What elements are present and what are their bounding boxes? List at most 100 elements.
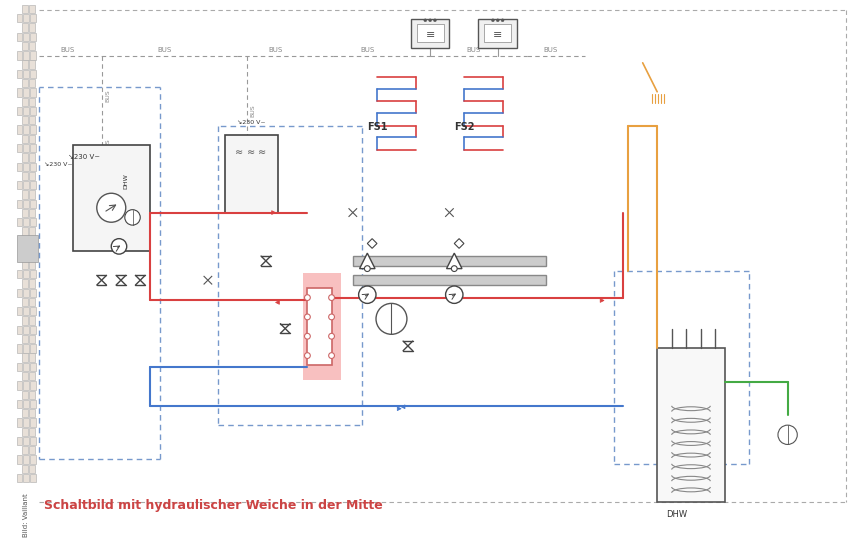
Bar [23,116,28,124]
Bar [16,289,23,297]
Bar [29,228,35,236]
Bar [479,20,517,48]
Text: BUS: BUS [157,47,172,53]
Bar [16,70,23,78]
Bar [30,162,36,171]
Bar [23,280,28,288]
Circle shape [446,286,463,304]
Bar [23,162,29,171]
Circle shape [376,304,407,334]
Text: BUS: BUS [106,90,110,103]
Circle shape [329,295,335,300]
Polygon shape [447,253,462,269]
Bar [23,98,28,106]
Bar [23,144,29,152]
Bar [16,456,23,464]
Bar [30,418,36,427]
Bar [23,465,28,473]
Bar [23,400,29,408]
Circle shape [329,314,335,320]
Bar [30,144,36,152]
Bar [29,353,35,362]
Bar [29,172,35,180]
Bar [30,381,36,389]
Circle shape [304,333,310,339]
Bar [30,307,36,315]
Text: BUS: BUS [466,47,480,53]
Circle shape [329,333,335,339]
Bar [29,23,35,31]
Bar [23,200,29,208]
Bar [29,446,35,454]
Bar [23,372,28,380]
Bar [23,228,28,236]
Bar [16,33,23,41]
Bar [23,381,29,389]
Bar [23,326,29,334]
Circle shape [304,295,310,300]
Bar [23,344,29,352]
Text: DHW: DHW [115,198,121,213]
Circle shape [778,425,798,445]
Text: ≈: ≈ [235,147,243,156]
Bar [23,135,28,143]
Bar [16,363,23,371]
Bar [23,307,29,315]
Bar [16,107,23,115]
Text: BUS: BUS [106,138,110,151]
Bar [73,145,150,251]
Bar [23,51,29,60]
Bar [29,335,35,343]
Bar [30,125,36,134]
Bar [16,326,23,334]
Bar [23,474,29,482]
Bar [30,270,36,279]
Bar [23,42,28,50]
Bar [225,135,278,212]
Bar [308,288,331,365]
Bar [23,209,28,217]
Bar [29,135,35,143]
Bar [29,79,35,87]
Bar [29,42,35,50]
Bar [23,107,29,115]
Circle shape [329,352,335,358]
Bar [29,298,35,306]
Bar [23,335,28,343]
Bar [29,427,35,436]
Polygon shape [454,239,464,248]
Polygon shape [368,239,377,248]
Polygon shape [271,211,276,214]
Bar [30,14,36,22]
Bar [23,427,28,436]
Bar [16,181,23,190]
Circle shape [359,286,376,304]
Bar [23,60,28,69]
Bar [29,116,35,124]
Text: ↘230 V~: ↘230 V~ [68,154,100,160]
Polygon shape [600,299,604,302]
Circle shape [428,19,432,22]
Text: BUS: BUS [61,47,75,53]
Bar [16,14,23,22]
Bar [16,400,23,408]
Circle shape [97,193,126,222]
Bar [23,33,29,41]
Text: BUS: BUS [115,181,121,194]
Circle shape [501,19,504,22]
Bar [23,70,29,78]
Bar [23,5,28,13]
Bar [16,474,23,482]
Bar [16,218,23,226]
Bar [16,125,23,134]
Circle shape [424,19,427,22]
Text: ≈: ≈ [258,147,266,156]
Text: Bild: Vaillant: Bild: Vaillant [23,493,29,536]
Bar [16,51,23,60]
Bar [30,107,36,115]
Text: ↘230 V~: ↘230 V~ [237,119,265,125]
Circle shape [304,314,310,320]
Bar [353,256,546,266]
Bar [29,98,35,106]
Bar [16,344,23,352]
